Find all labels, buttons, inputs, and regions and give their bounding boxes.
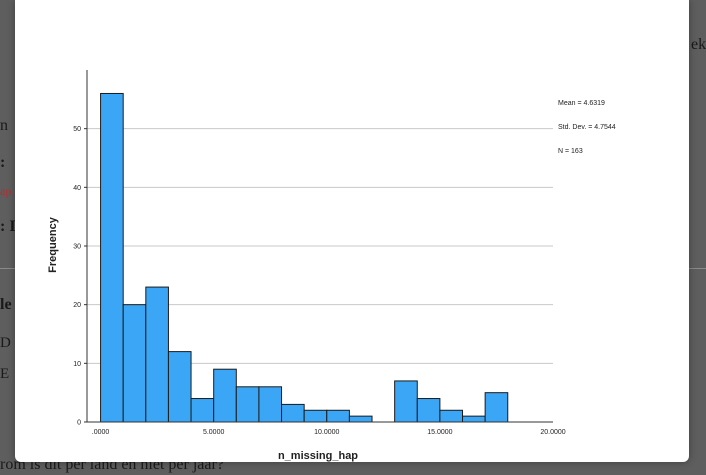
bg-text-6: le bbox=[0, 296, 12, 313]
histogram-bar bbox=[326, 409, 350, 423]
x-tick-label: 5.0000 bbox=[203, 429, 225, 436]
stat-std-dev: Std. Dev. = 4.7544 bbox=[558, 124, 616, 131]
histogram-chart: 0 10 20 30 40 50 .0000 5.0000 10.0000 15.0000 20.… bbox=[47, 70, 566, 462]
histogram-bar bbox=[100, 92, 124, 423]
histogram-bar bbox=[348, 415, 373, 423]
x-tick-label: 15.0000 bbox=[427, 429, 452, 436]
y-tick-label: 0 bbox=[77, 420, 81, 427]
histogram-bar bbox=[167, 351, 192, 423]
y-tick-labels: 0 10 20 30 40 50 bbox=[73, 126, 87, 427]
histogram-bar bbox=[394, 380, 418, 423]
x-tick-label: 20.0000 bbox=[540, 429, 565, 436]
bg-text-4: ap bbox=[0, 184, 12, 198]
y-tick-label: 20 bbox=[73, 302, 81, 309]
bg-text-5: : I bbox=[0, 218, 16, 235]
histogram-bar bbox=[213, 368, 237, 423]
histogram-bar bbox=[258, 386, 283, 423]
histogram-bar bbox=[190, 398, 215, 423]
y-tick-label: 10 bbox=[73, 361, 81, 368]
histogram-bar bbox=[303, 409, 328, 423]
y-axis-label: Frequency bbox=[47, 216, 59, 273]
y-tick-label: 50 bbox=[73, 126, 81, 133]
histogram-bar bbox=[484, 392, 509, 423]
stat-n: N = 163 bbox=[558, 148, 583, 155]
bg-text-7: D bbox=[0, 335, 11, 351]
bg-divider-right bbox=[689, 268, 706, 269]
histogram-bar bbox=[416, 398, 441, 423]
histogram-bar bbox=[281, 403, 305, 423]
bg-text-8: E bbox=[0, 366, 10, 382]
y-tick-label: 40 bbox=[73, 185, 81, 192]
bg-text-1: ek bbox=[691, 36, 706, 53]
histogram-bar bbox=[235, 386, 260, 423]
histogram-bars bbox=[100, 92, 509, 423]
stat-mean: Mean = 4.6319 bbox=[558, 100, 605, 107]
y-tick-label: 30 bbox=[73, 244, 81, 251]
x-tick-label: 10.0000 bbox=[314, 429, 339, 436]
x-axis-label: n_missing_hap bbox=[278, 450, 358, 462]
histogram-bar bbox=[145, 286, 169, 423]
histogram-bar bbox=[122, 304, 147, 423]
histogram-bar bbox=[439, 409, 464, 423]
x-tick-labels: .0000 5.0000 10.0000 15.0000 20.0000 bbox=[92, 429, 566, 436]
bg-text-3: : bbox=[0, 154, 6, 171]
bg-text-2: n bbox=[0, 117, 8, 134]
image-modal[interactable]: 0 10 20 30 40 50 .0000 5.0000 10.0000 15.0000 20.… bbox=[15, 0, 689, 462]
stats-box: Mean = 4.6319 Std. Dev. = 4.7544 N = 163 bbox=[558, 84, 616, 172]
x-tick-label: .0000 bbox=[92, 429, 110, 436]
bg-divider bbox=[0, 268, 15, 269]
histogram-bar bbox=[462, 415, 486, 423]
